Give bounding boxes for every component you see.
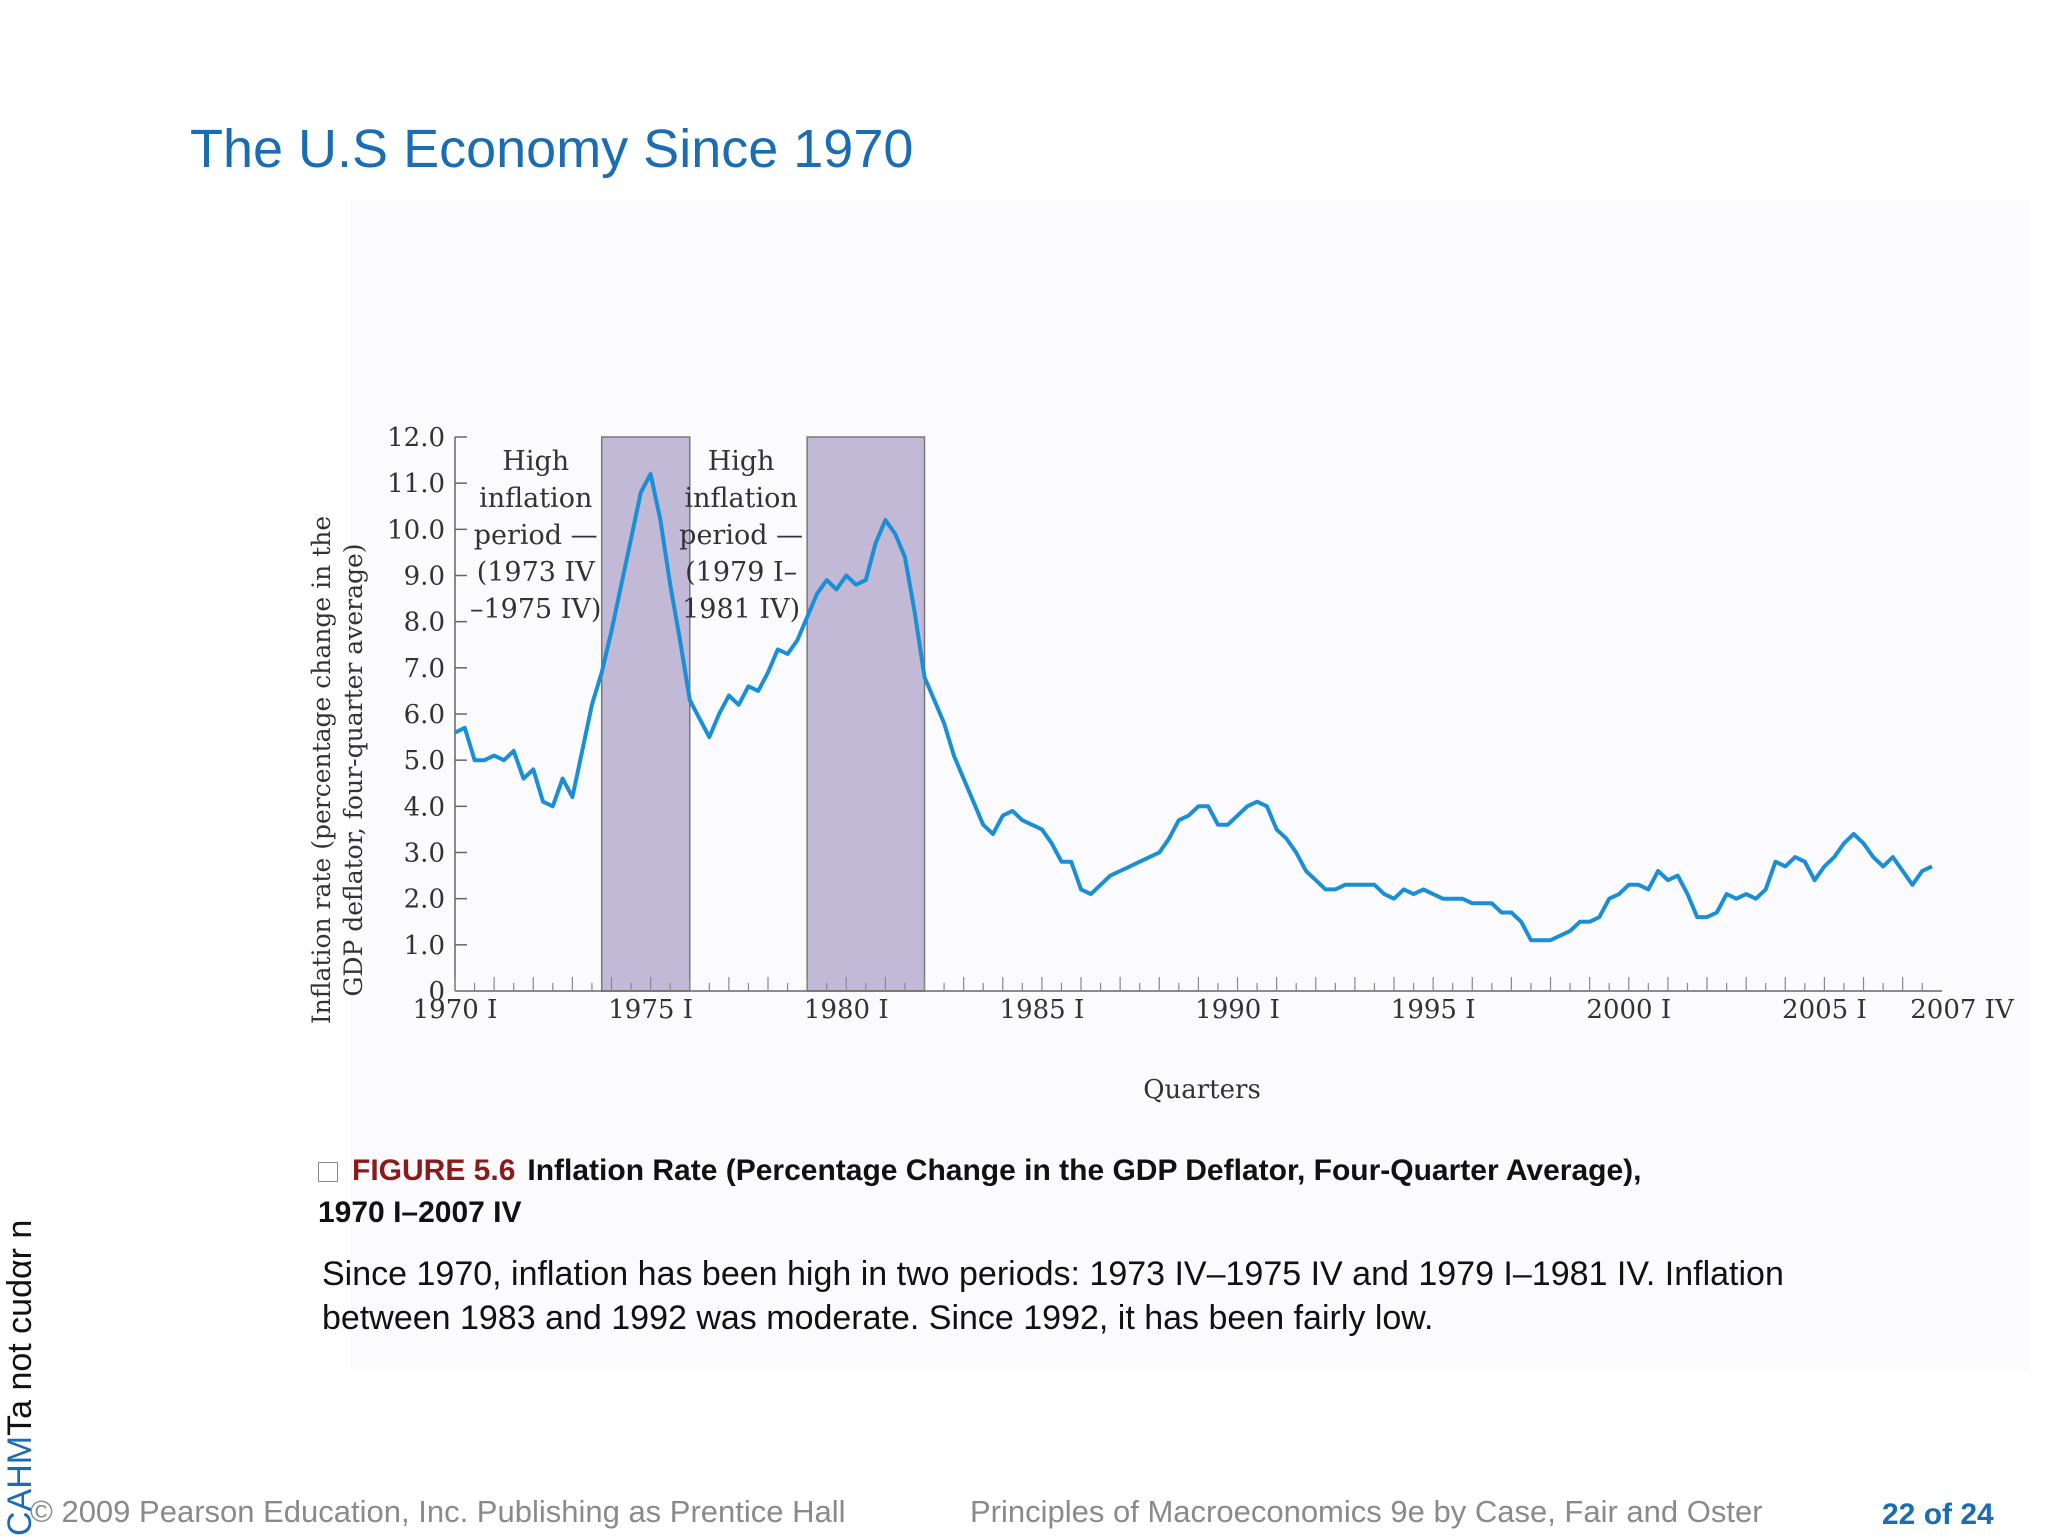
shaded-period-1 <box>600 436 691 992</box>
y-tick-label: 7.0 <box>404 654 445 684</box>
period-1-label-line-1: High <box>502 446 569 477</box>
y-tick-label: 12.0 <box>387 423 445 453</box>
footer-book-title: Principles of Macroeconomics 9e by Case,… <box>970 1494 1763 1529</box>
x-tick-label: 2000 I <box>1586 995 1671 1025</box>
figure-description: Since 1970, inflation has been high in t… <box>322 1252 1982 1340</box>
shaded-period-2 <box>806 436 926 992</box>
y-tick-label: 2.0 <box>404 885 445 915</box>
figure-number: FIGURE 5.6 <box>352 1154 516 1187</box>
y-tick-label: 3.0 <box>404 839 445 869</box>
y-axis-label-group: Inflation rate (percentage change in the… <box>307 516 368 1024</box>
sidebar-vertical-text: CAHMTa not cudαr n <box>0 1216 40 1536</box>
figure-title: Inflation Rate (Percentage Change in the… <box>527 1154 1642 1187</box>
page-counter: 22 of 24 <box>1882 1498 1994 1531</box>
period-2-label-line-1: High <box>708 446 775 477</box>
y-tick-label: 8.0 <box>404 608 445 638</box>
x-tick-label: 1995 I <box>1391 995 1476 1025</box>
sidebar-text-black: Ta not cudαr n <box>1 1219 39 1436</box>
series-line-inflation <box>454 471 1933 943</box>
slide-title: The U.S Economy Since 1970 <box>190 119 914 179</box>
y-tick-label: 10.0 <box>387 515 445 545</box>
y-axis-label-line2: GDP deflator, four-quarter average) <box>339 543 368 996</box>
description-line2: between 1983 and 1992 was moderate. Sinc… <box>322 1299 1434 1337</box>
tick-labels: 0 1.0 2.0 3.0 4.0 5.0 6.0 7.0 8.0 9.0 10.0 11.0 12.0… <box>387 423 2015 1025</box>
figure-title-line2: 1970 I–2007 IV <box>318 1196 522 1229</box>
y-tick-label: 6.0 <box>404 700 445 730</box>
y-tick-label: 5.0 <box>404 746 445 776</box>
period-1-label-line-2: inflation <box>479 483 592 514</box>
x-tick-label: 1985 I <box>1000 995 1085 1025</box>
x-axis-label: Quarters <box>1143 1075 1261 1105</box>
period-2-label-line-2: inflation <box>684 483 797 514</box>
y-tick-label: 0 <box>428 977 445 1007</box>
x-tick-label: 1975 I <box>608 995 693 1025</box>
y-tick-label: 11.0 <box>387 469 445 499</box>
period-annotations: High inflation period — (1973 IV –1975 IV) Hi… <box>470 446 803 625</box>
shaded-periods <box>600 436 926 992</box>
inflation-chart: High inflation period — (1973 IV –1975 IV) Hi… <box>307 423 2015 1105</box>
figure-caption: FIGURE 5.6 Inflation Rate (Percentage Cha… <box>318 1150 1908 1234</box>
description-line1: Since 1970, inflation has been high in t… <box>322 1255 1784 1293</box>
x-tick-label: 2007 IV <box>1910 995 2015 1025</box>
y-axis-label-line1: Inflation rate (percentage change in the <box>307 516 336 1024</box>
caption-bullet-icon <box>318 1162 338 1183</box>
y-tick-label: 4.0 <box>404 792 445 822</box>
x-tick-label: 2005 I <box>1782 995 1867 1025</box>
period-2-label-line-5: 1981 IV) <box>682 594 800 625</box>
x-tick-label: 1990 I <box>1195 995 1280 1025</box>
x-tick-label: 1980 I <box>804 995 889 1025</box>
period-1-label-line-3: period — <box>474 520 598 551</box>
footer-copyright: © 2009 Pearson Education, Inc. Publishin… <box>30 1494 846 1529</box>
period-2-label-line-3: period — <box>679 520 803 551</box>
period-1-label-line-4: (1973 IV <box>477 557 595 588</box>
x-tick-label: 1970 I <box>413 995 498 1025</box>
y-tick-label: 9.0 <box>404 562 445 592</box>
y-tick-label: 1.0 <box>404 931 445 961</box>
period-2-label-line-4: (1979 I– <box>685 557 797 588</box>
period-1-label-line-5: –1975 IV) <box>470 594 601 625</box>
